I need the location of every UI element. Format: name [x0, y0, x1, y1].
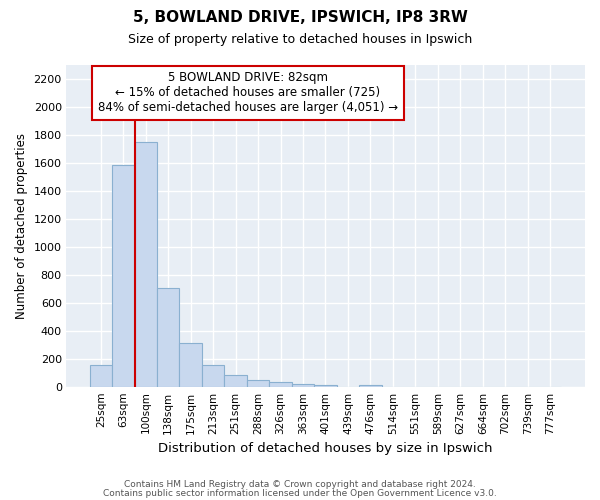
Bar — [112, 164, 134, 388]
Bar — [292, 384, 314, 388]
Bar — [157, 288, 179, 388]
Bar — [269, 382, 292, 388]
Bar — [247, 380, 269, 388]
X-axis label: Distribution of detached houses by size in Ipswich: Distribution of detached houses by size … — [158, 442, 493, 455]
Text: 5 BOWLAND DRIVE: 82sqm
← 15% of detached houses are smaller (725)
84% of semi-de: 5 BOWLAND DRIVE: 82sqm ← 15% of detached… — [98, 72, 398, 114]
Bar — [179, 343, 202, 388]
Text: Contains public sector information licensed under the Open Government Licence v3: Contains public sector information licen… — [103, 489, 497, 498]
Bar — [224, 376, 247, 388]
Y-axis label: Number of detached properties: Number of detached properties — [15, 133, 28, 319]
Bar — [89, 365, 112, 388]
Bar — [359, 384, 382, 388]
Bar — [314, 384, 337, 388]
Bar — [337, 386, 359, 388]
Text: Size of property relative to detached houses in Ipswich: Size of property relative to detached ho… — [128, 32, 472, 46]
Text: Contains HM Land Registry data © Crown copyright and database right 2024.: Contains HM Land Registry data © Crown c… — [124, 480, 476, 489]
Text: 5, BOWLAND DRIVE, IPSWICH, IP8 3RW: 5, BOWLAND DRIVE, IPSWICH, IP8 3RW — [133, 10, 467, 25]
Bar — [202, 365, 224, 388]
Bar — [134, 142, 157, 388]
